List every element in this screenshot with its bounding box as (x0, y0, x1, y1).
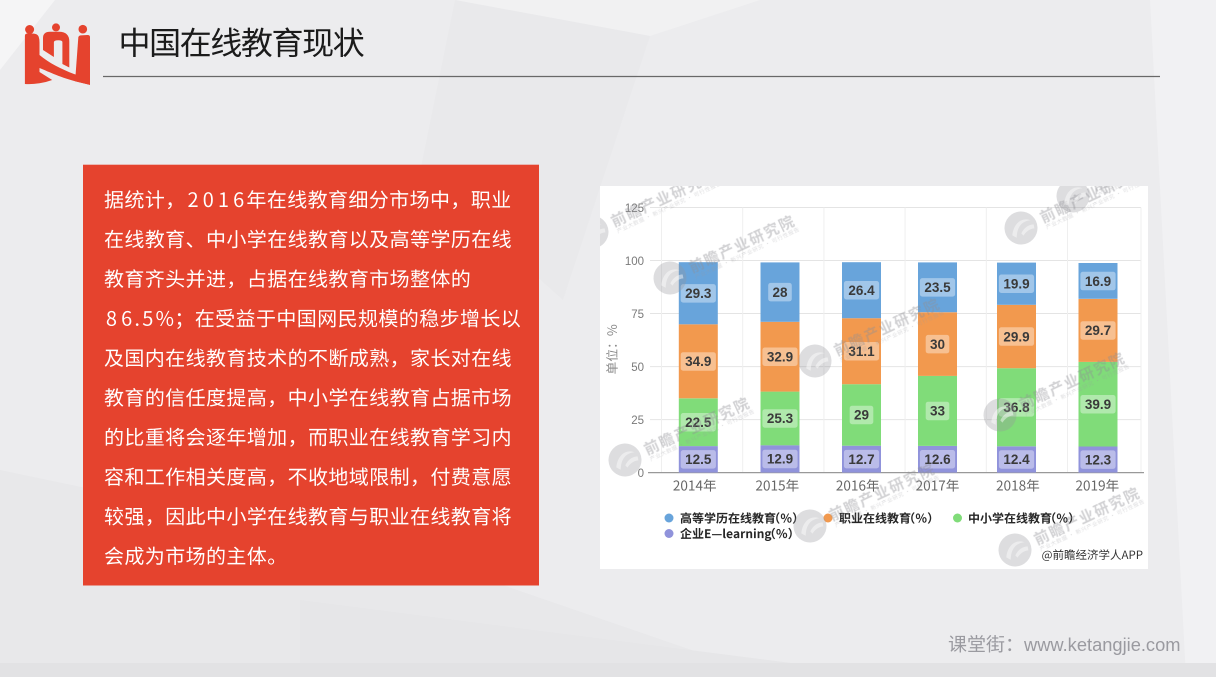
svg-text:29.7: 29.7 (1085, 323, 1111, 338)
svg-text:12.4: 12.4 (1003, 452, 1030, 467)
svg-text:31.1: 31.1 (848, 344, 875, 359)
svg-text:25: 25 (631, 415, 644, 427)
svg-text:34.9: 34.9 (685, 354, 711, 369)
svg-text:12.9: 12.9 (767, 452, 793, 467)
svg-text:16.9: 16.9 (1085, 274, 1111, 289)
svg-text:19.9: 19.9 (1003, 277, 1029, 292)
svg-text:100: 100 (625, 256, 644, 268)
svg-text:29.3: 29.3 (685, 286, 712, 301)
svg-text:50: 50 (631, 362, 644, 374)
svg-text:39.9: 39.9 (1085, 397, 1111, 412)
svg-text:12.3: 12.3 (1085, 452, 1112, 467)
svg-text:12.5: 12.5 (685, 452, 712, 467)
svg-text:0: 0 (638, 468, 644, 480)
svg-text:23.5: 23.5 (924, 280, 951, 295)
svg-text:www.ketangjie.com: www.ketangjie.com (1023, 634, 1180, 655)
svg-text:25.3: 25.3 (767, 411, 794, 426)
svg-text:26.4: 26.4 (848, 283, 875, 298)
svg-text:29: 29 (854, 408, 869, 423)
svg-text:32.9: 32.9 (767, 350, 793, 365)
svg-text:33: 33 (930, 404, 946, 419)
svg-text:30: 30 (930, 337, 945, 352)
svg-text:28: 28 (772, 285, 788, 300)
svg-text:29.9: 29.9 (1003, 329, 1029, 344)
svg-text:12.7: 12.7 (848, 452, 874, 467)
svg-text:12.6: 12.6 (924, 452, 951, 467)
svg-text:75: 75 (631, 309, 644, 321)
